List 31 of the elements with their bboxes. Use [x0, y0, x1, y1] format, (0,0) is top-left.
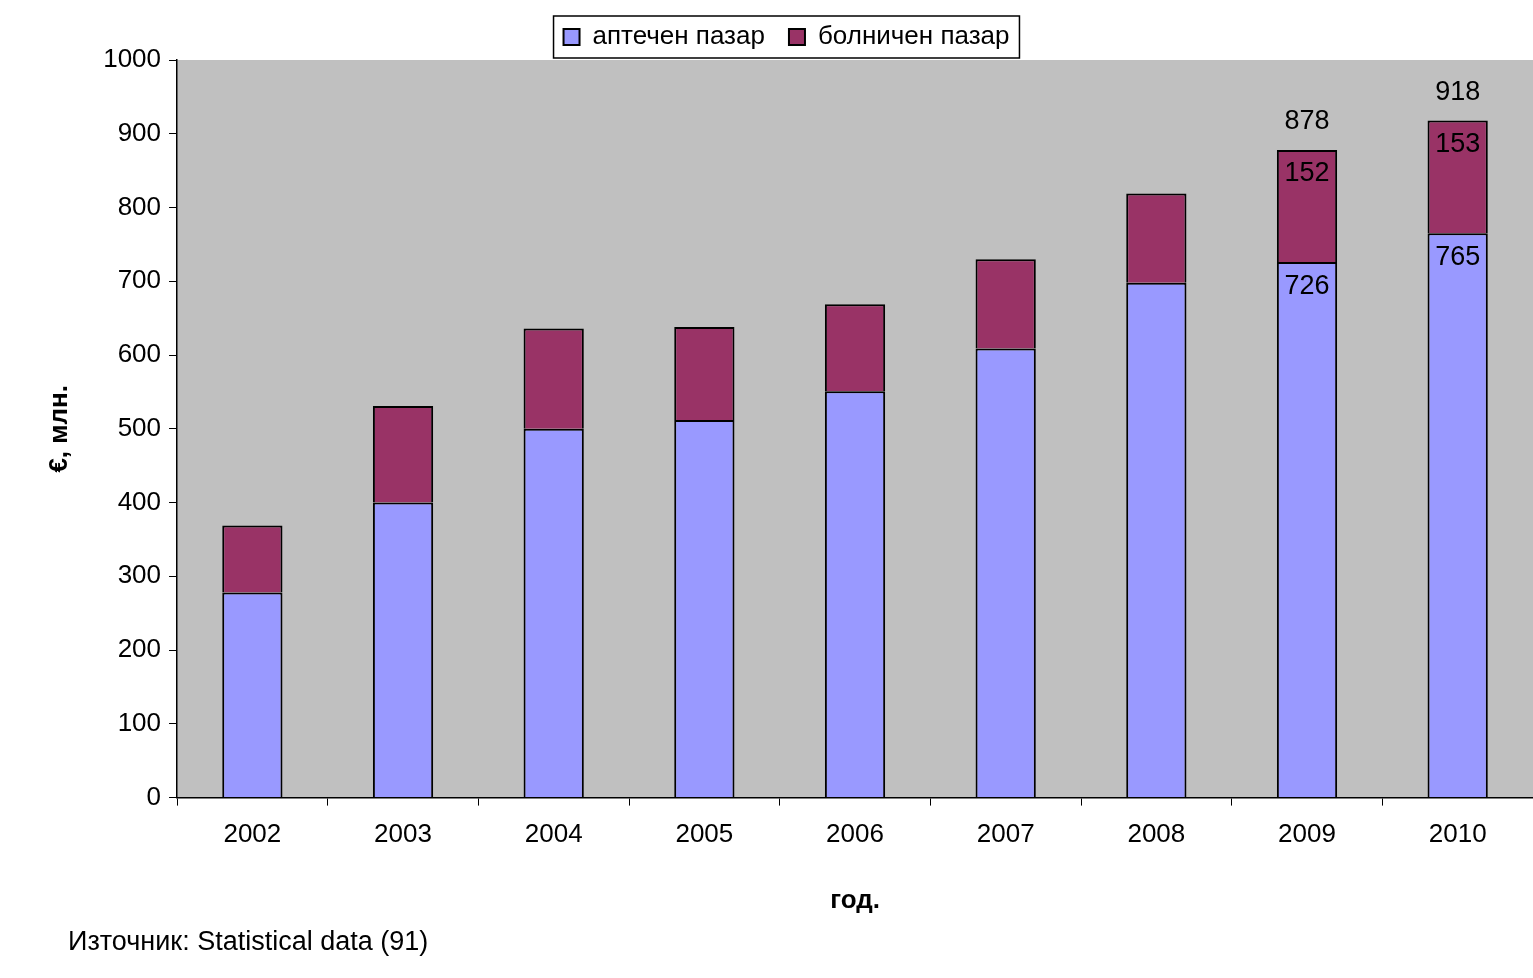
y-tick-label: 900	[117, 116, 162, 147]
x-tick-label: 2008	[1127, 818, 1186, 849]
x-tick-label: 2004	[524, 818, 583, 849]
x-tick-label: 2006	[826, 818, 884, 849]
y-tick-label: 400	[117, 485, 162, 516]
y-tick-label: 100	[117, 707, 162, 738]
x-tick-label: 2009	[1278, 818, 1336, 849]
x-axis-title: год.	[830, 883, 880, 914]
total-label: 918	[1435, 75, 1481, 106]
x-tick-label: 2010	[1428, 818, 1487, 849]
x-tick-label: 2005	[675, 818, 734, 849]
y-tick-label: 600	[117, 338, 162, 369]
y-tick-label: 500	[117, 411, 162, 442]
legend-label: болничен пазар	[817, 20, 1010, 51]
y-tick-label: 0	[146, 780, 162, 811]
legend-label: аптечен пазар	[592, 20, 765, 51]
data-label: 152	[1284, 157, 1330, 188]
data-label: 765	[1435, 240, 1481, 271]
x-tick-label: 2003	[374, 818, 432, 849]
y-tick-label: 1000	[103, 43, 162, 74]
data-label: 153	[1435, 127, 1481, 158]
y-tick-label: 200	[117, 633, 162, 664]
x-tick-label: 2007	[976, 818, 1035, 849]
y-tick-label: 700	[117, 264, 162, 295]
y-axis-title: €, млн.	[42, 385, 73, 473]
x-tick-label: 2002	[223, 818, 282, 849]
text: Източник: Statistical data (91)	[68, 926, 429, 957]
y-tick-label: 300	[117, 559, 162, 590]
data-label: 726	[1284, 269, 1330, 300]
y-tick-label: 800	[117, 190, 162, 221]
total-label: 878	[1284, 105, 1330, 136]
